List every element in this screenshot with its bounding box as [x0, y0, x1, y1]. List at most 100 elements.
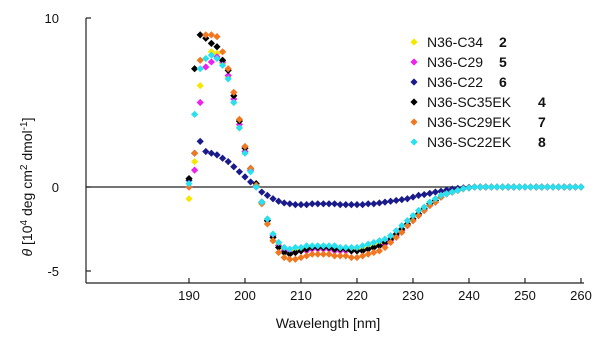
data-point [499, 183, 507, 191]
data-point [431, 195, 439, 203]
data-point [364, 200, 372, 208]
data-point [336, 243, 344, 252]
data-point [235, 168, 243, 176]
y-axis-title: θ [104 deg cm2 dmol-1] [19, 118, 36, 257]
data-point [437, 187, 445, 195]
data-point [202, 63, 210, 71]
data-point [207, 149, 215, 157]
data-point [398, 222, 406, 230]
data-point [431, 188, 439, 196]
legend-marker [410, 78, 418, 86]
data-point [314, 200, 322, 208]
data-point [443, 186, 451, 194]
data-point [213, 54, 221, 63]
data-point [247, 178, 255, 186]
data-point [387, 232, 395, 240]
data-point [415, 211, 423, 220]
data-point [403, 195, 411, 203]
data-point [291, 255, 299, 263]
x-tick-label: 250 [514, 288, 536, 303]
data-point [308, 242, 316, 250]
legend-label: N36-SC29EK [427, 114, 512, 130]
data-point [297, 201, 305, 209]
data-point [280, 253, 288, 262]
data-point [291, 248, 299, 257]
y-axis-text: ] [19, 118, 35, 122]
legend-label: N36-C34 [427, 34, 483, 50]
data-point [392, 233, 400, 241]
data-point [398, 228, 406, 236]
data-point [297, 253, 305, 262]
data-point [359, 201, 367, 209]
data-point [347, 201, 355, 209]
data-point [207, 31, 215, 39]
data-point [353, 243, 361, 252]
legend-label: N36-C22 [427, 74, 483, 90]
data-point [392, 196, 400, 205]
data-point [471, 183, 479, 191]
data-marks-layer [185, 31, 585, 263]
data-point [280, 243, 288, 252]
data-point [409, 211, 417, 220]
legend-number: 8 [538, 134, 546, 150]
data-point [555, 183, 563, 191]
data-point [493, 183, 501, 191]
data-point [230, 88, 238, 96]
data-point [286, 255, 294, 263]
data-point [426, 198, 434, 206]
data-point [403, 217, 411, 225]
data-point [342, 201, 350, 209]
data-point [269, 237, 277, 245]
data-point [370, 243, 378, 252]
data-point [342, 252, 350, 260]
data-point [286, 245, 294, 253]
legend-label: N36-SC35EK [427, 94, 512, 110]
data-point [185, 195, 193, 203]
data-point [241, 142, 249, 151]
data-point [219, 61, 227, 69]
x-tick-label: 220 [346, 288, 368, 303]
data-point [291, 201, 299, 209]
data-point [566, 183, 574, 191]
data-point [392, 227, 400, 235]
data-point [275, 248, 283, 257]
data-point [314, 242, 322, 250]
data-point [319, 250, 327, 258]
data-point [398, 196, 406, 204]
data-point [252, 183, 260, 191]
data-point [196, 137, 204, 145]
data-point [224, 75, 232, 83]
data-point [370, 248, 378, 257]
data-point [258, 198, 266, 206]
data-point [510, 183, 518, 191]
data-point [224, 158, 232, 166]
data-point [364, 250, 372, 258]
data-point [353, 253, 361, 262]
y-axis-superscript: 4 [19, 220, 30, 226]
data-point [191, 166, 199, 174]
legend-number: 7 [538, 114, 546, 130]
data-point [202, 31, 210, 39]
y-tick-label: -5 [47, 264, 59, 279]
data-point [241, 149, 249, 157]
data-point [196, 31, 204, 39]
data-point [443, 190, 451, 198]
data-point [465, 184, 473, 192]
data-point [381, 235, 389, 243]
data-point [415, 206, 423, 215]
data-point [487, 183, 495, 191]
y-tick-label: 10 [45, 11, 59, 26]
data-point [308, 250, 316, 258]
y-axis-text: dmol [19, 130, 35, 164]
data-point [482, 183, 490, 191]
x-tick-label: 240 [458, 288, 480, 303]
data-point [196, 65, 204, 73]
data-point [347, 253, 355, 262]
data-point [230, 163, 238, 171]
data-point [269, 230, 277, 238]
data-point [364, 245, 372, 253]
data-point [185, 174, 193, 183]
data-point [280, 248, 288, 257]
data-point [364, 240, 372, 248]
